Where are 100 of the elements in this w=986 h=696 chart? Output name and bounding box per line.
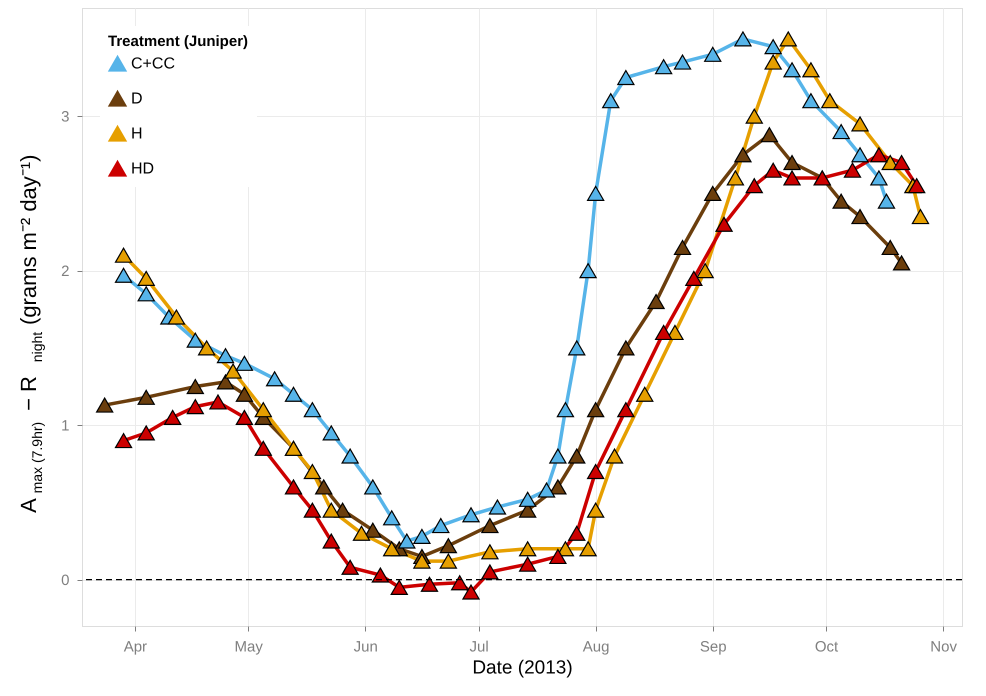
point bbox=[138, 286, 155, 302]
x-tick-label: Apr bbox=[124, 638, 148, 656]
point bbox=[364, 479, 382, 495]
y-tick-label: 2 bbox=[61, 263, 70, 280]
point bbox=[579, 263, 597, 278]
point bbox=[704, 186, 722, 201]
x-tick-label: Aug bbox=[582, 638, 610, 656]
point bbox=[734, 31, 752, 46]
legend-title: Treatment (Juniper) bbox=[108, 33, 248, 50]
point bbox=[878, 194, 896, 209]
point bbox=[519, 541, 536, 556]
point bbox=[602, 93, 620, 108]
point bbox=[186, 399, 204, 414]
point bbox=[341, 560, 359, 575]
point bbox=[341, 448, 359, 464]
x-tick-label: Nov bbox=[930, 638, 958, 656]
point bbox=[549, 448, 567, 464]
point bbox=[579, 541, 597, 556]
point bbox=[715, 216, 733, 232]
point bbox=[783, 170, 801, 186]
point bbox=[802, 93, 820, 108]
point bbox=[481, 564, 499, 580]
point bbox=[821, 93, 838, 108]
point bbox=[519, 556, 536, 572]
point bbox=[164, 410, 182, 426]
point bbox=[413, 554, 431, 569]
point bbox=[851, 147, 869, 162]
point bbox=[636, 386, 654, 402]
point bbox=[617, 340, 635, 356]
point bbox=[186, 378, 204, 394]
point bbox=[254, 402, 272, 418]
point bbox=[519, 492, 536, 507]
point bbox=[586, 502, 604, 518]
point bbox=[304, 464, 322, 480]
point bbox=[322, 425, 340, 440]
point bbox=[912, 208, 930, 224]
point bbox=[606, 448, 624, 464]
point bbox=[284, 386, 302, 402]
point bbox=[586, 464, 604, 480]
point bbox=[882, 240, 899, 256]
point bbox=[892, 255, 910, 271]
x-tick-label: May bbox=[234, 638, 264, 656]
point bbox=[654, 324, 672, 340]
point bbox=[352, 526, 370, 541]
point bbox=[390, 580, 408, 595]
point bbox=[556, 402, 574, 418]
legend-label: HD bbox=[131, 160, 154, 178]
y-tick-label: 3 bbox=[61, 108, 70, 126]
point bbox=[186, 332, 204, 348]
point bbox=[138, 390, 155, 405]
point bbox=[746, 108, 763, 124]
point bbox=[844, 162, 862, 178]
point bbox=[538, 482, 556, 498]
point bbox=[674, 240, 692, 256]
point bbox=[568, 448, 586, 464]
point bbox=[198, 340, 216, 356]
y-axis-title: Amax (7.9hr) − Rnight (grams m⁻² day⁻¹) bbox=[16, 154, 45, 513]
point bbox=[647, 294, 665, 310]
point bbox=[96, 397, 114, 413]
legend-label: D bbox=[131, 90, 143, 108]
point bbox=[372, 567, 390, 583]
point bbox=[114, 433, 132, 448]
point bbox=[398, 533, 416, 549]
point bbox=[734, 147, 752, 162]
point bbox=[568, 526, 586, 541]
point bbox=[462, 584, 480, 600]
point bbox=[420, 576, 438, 592]
point bbox=[780, 31, 797, 46]
point bbox=[236, 386, 254, 402]
point bbox=[168, 309, 186, 325]
point bbox=[549, 479, 567, 495]
point bbox=[488, 499, 506, 515]
point bbox=[851, 208, 869, 224]
point bbox=[892, 154, 910, 170]
point bbox=[284, 479, 302, 495]
point bbox=[586, 186, 604, 201]
point bbox=[236, 410, 254, 426]
y-tick-label: 1 bbox=[61, 418, 70, 435]
point bbox=[870, 170, 888, 186]
point bbox=[440, 554, 458, 569]
point bbox=[726, 170, 744, 186]
point bbox=[440, 538, 458, 554]
point bbox=[209, 394, 227, 410]
point bbox=[432, 518, 450, 534]
x-axis-title: Date (2013) bbox=[472, 658, 573, 678]
point bbox=[315, 479, 332, 495]
point bbox=[783, 62, 801, 78]
point bbox=[696, 263, 714, 278]
point bbox=[236, 356, 254, 371]
point bbox=[138, 425, 155, 440]
x-tick-label: Oct bbox=[814, 638, 840, 656]
point bbox=[383, 510, 400, 526]
point bbox=[216, 348, 234, 364]
point bbox=[413, 528, 431, 544]
x-tick-label: Sep bbox=[700, 638, 727, 656]
point bbox=[451, 575, 468, 590]
point bbox=[114, 268, 132, 283]
point bbox=[851, 116, 869, 132]
point bbox=[322, 533, 340, 549]
point bbox=[908, 178, 926, 194]
